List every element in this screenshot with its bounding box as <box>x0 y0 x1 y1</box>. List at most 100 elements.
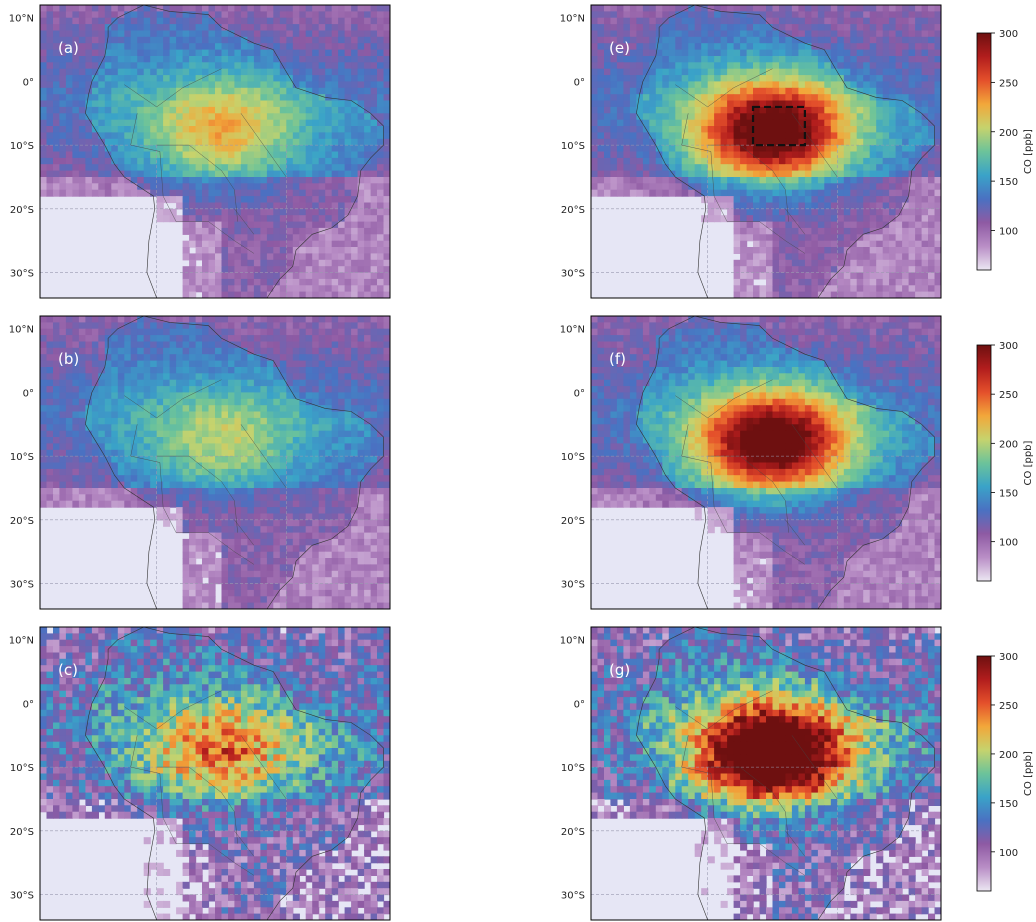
heatmap-cell <box>772 234 780 242</box>
heatmap-cell <box>779 177 787 184</box>
heatmap-cell <box>286 30 294 38</box>
heatmap-cell <box>260 341 268 349</box>
heatmap-cell <box>740 240 748 248</box>
heatmap-cell <box>351 278 359 286</box>
heatmap-cell <box>150 328 158 336</box>
heatmap-cell <box>377 5 385 12</box>
heatmap-cell <box>266 360 274 368</box>
heatmap-cell <box>163 164 171 172</box>
heatmap-cell <box>817 291 825 298</box>
heatmap-cell <box>331 291 339 298</box>
heatmap-cell <box>746 145 754 153</box>
heatmap-cell <box>772 43 780 51</box>
heatmap-cell <box>889 81 897 89</box>
heatmap-cell <box>629 145 637 153</box>
heatmap-cell <box>740 36 748 44</box>
heatmap-cell <box>150 24 158 32</box>
heatmap-cell <box>53 119 61 127</box>
heatmap-cell <box>740 272 748 280</box>
heatmap-cell <box>130 367 138 374</box>
heatmap-cell <box>811 157 819 165</box>
heatmap-cell <box>163 75 171 83</box>
heatmap-cell <box>228 354 236 362</box>
heatmap-cell <box>623 62 631 70</box>
heatmap-cell <box>117 126 125 133</box>
heatmap-cell <box>364 278 372 286</box>
heatmap-cell <box>189 291 197 298</box>
heatmap-cell <box>215 266 223 274</box>
heatmap-cell <box>111 62 119 70</box>
heatmap-cell <box>649 62 657 70</box>
heatmap-cell <box>902 75 910 83</box>
heatmap-cell <box>928 113 936 121</box>
heatmap-cell <box>208 138 216 146</box>
heatmap-cell <box>253 240 261 248</box>
heatmap-cell <box>286 43 294 51</box>
heatmap-cell <box>253 247 261 254</box>
heatmap-cell <box>312 247 320 254</box>
heatmap-cell <box>804 56 812 63</box>
heatmap-cell <box>850 138 858 146</box>
heatmap-cell <box>714 36 722 44</box>
heatmap-cell <box>837 5 845 12</box>
heatmap-cell <box>889 151 897 159</box>
heatmap-cell <box>830 278 838 286</box>
heatmap-cell <box>895 208 903 216</box>
heatmap-cell <box>72 138 80 146</box>
heatmap-cell <box>597 36 605 44</box>
heatmap-cell <box>59 113 67 121</box>
heatmap-cell <box>733 62 741 70</box>
heatmap-cell <box>286 126 294 133</box>
heatmap-cell <box>720 189 728 197</box>
heatmap-cell <box>616 68 624 76</box>
heatmap-cell <box>65 347 73 355</box>
heatmap-cell <box>202 138 210 146</box>
heatmap-cell <box>772 285 780 293</box>
heatmap-cell <box>623 177 631 184</box>
heatmap-cell <box>915 164 923 172</box>
heatmap-cell <box>305 68 313 76</box>
heatmap-cell <box>338 87 346 95</box>
heatmap-cell <box>811 259 819 267</box>
heatmap-cell <box>655 36 663 44</box>
heatmap-cell <box>266 119 274 127</box>
heatmap-cell <box>383 328 390 336</box>
heatmap-cell <box>299 386 307 394</box>
heatmap-cell <box>182 138 190 146</box>
heatmap-cell <box>117 347 125 355</box>
heatmap-cell <box>364 43 372 51</box>
heatmap-cell <box>91 379 99 387</box>
heatmap-cell <box>208 189 216 197</box>
heatmap-cell <box>895 5 903 12</box>
heatmap-cell <box>299 183 307 191</box>
heatmap-cell <box>228 43 236 51</box>
heatmap-cell <box>928 87 936 95</box>
heatmap-cell <box>111 126 119 133</box>
heatmap-cell <box>292 36 300 44</box>
heatmap-cell <box>701 126 709 133</box>
heatmap-cell <box>208 164 216 172</box>
heatmap-cell <box>156 328 164 336</box>
heatmap-cell <box>40 24 48 32</box>
heatmap-cell <box>895 87 903 95</box>
heatmap-cell <box>772 126 780 133</box>
heatmap-cell <box>215 215 223 223</box>
heatmap-cell <box>740 43 748 51</box>
heatmap-cell <box>655 87 663 95</box>
heatmap-cell <box>98 341 106 349</box>
heatmap-cell <box>817 145 825 153</box>
heatmap-cell <box>195 183 203 191</box>
heatmap-cell <box>370 30 378 38</box>
heatmap-cell <box>299 196 307 204</box>
heatmap-cell <box>636 17 644 25</box>
heatmap-cell <box>915 170 923 178</box>
heatmap-cell <box>707 62 715 70</box>
heatmap-cell <box>312 177 320 184</box>
heatmap-cell <box>688 11 696 19</box>
heatmap-cell <box>772 30 780 38</box>
heatmap-cell <box>163 106 171 114</box>
heatmap-cell <box>182 106 190 114</box>
heatmap-cell <box>843 49 851 57</box>
heatmap-cell <box>934 106 941 114</box>
heatmap-cell <box>921 49 929 57</box>
